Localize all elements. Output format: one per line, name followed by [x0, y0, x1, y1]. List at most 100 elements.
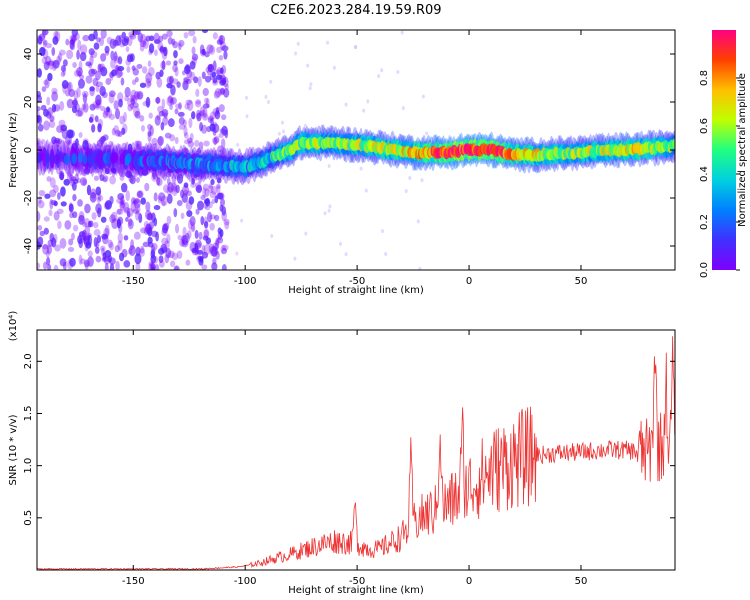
spectrogram-noise-blob	[175, 103, 182, 109]
spectrogram-noise-blob	[82, 93, 88, 104]
spectrogram-noise-blob	[108, 93, 115, 104]
spectrogram-noise-blob	[130, 201, 137, 213]
spectrogram-noise-blob	[139, 82, 147, 88]
spectrogram-noise-blob	[194, 229, 199, 239]
spectrogram-noise-blob	[209, 123, 216, 132]
spectrogram-noise-blob	[38, 189, 46, 197]
x-tick-label: 50	[575, 576, 588, 587]
spectrogram-noise-blob	[161, 237, 169, 246]
spectrogram-noise-blob	[93, 221, 99, 229]
spectrogram-noise-blob	[119, 42, 126, 48]
spectrogram-noise-blob	[136, 90, 144, 100]
spectrogram-ridge	[37, 124, 675, 186]
spectrogram-noise-blob	[93, 175, 100, 181]
spectrogram-noise-blob	[212, 136, 220, 145]
spectrogram-noise-blob	[113, 100, 119, 110]
spectrogram-noise-blob	[183, 125, 188, 137]
spectrogram-noise-blob	[171, 252, 179, 261]
spectrogram-noise-blob	[207, 69, 212, 76]
spectrogram-noise-blob	[210, 185, 218, 195]
spectrogram-noise-blob	[71, 232, 75, 241]
spectrogram-noise-blob	[196, 254, 202, 263]
spectrogram-noise-blob	[223, 218, 230, 226]
spectrogram-noise-blob	[165, 60, 172, 66]
spectrogram-noise-blob	[39, 230, 45, 237]
spectrogram-noise-blob	[46, 96, 51, 106]
spectrogram-noise-blob	[43, 61, 50, 71]
spectrogram-noise-blob	[84, 203, 91, 214]
spectrogram-noise-blob	[99, 105, 106, 112]
spectrogram-noise-blob	[207, 64, 213, 70]
spectrogram-noise-blob	[51, 47, 56, 56]
spectrogram-ridge-cell	[87, 154, 95, 165]
spectrogram-noise-blob	[264, 94, 268, 99]
spectrogram-noise-blob	[60, 201, 67, 207]
spectrogram-noise-blob	[135, 177, 140, 183]
spectrogram-noise-blob	[161, 200, 166, 207]
spectrogram-noise-blob	[201, 113, 209, 121]
spectrogram-noise-blob	[188, 117, 193, 129]
spectrogram-noise-blob	[66, 82, 72, 91]
spectrogram-noise-blob	[148, 112, 153, 119]
spectrogram-noise-blob	[89, 220, 94, 228]
spectrogram-noise-blob	[132, 68, 139, 76]
spectrogram-noise-blob	[218, 55, 224, 61]
spectrogram-ridge-cell	[125, 153, 132, 164]
spectrogram-noise-blob	[109, 71, 114, 78]
spectrogram-noise-blob	[51, 237, 57, 248]
spectrogram-noise-blob	[151, 242, 158, 251]
spectrogram-noise-blob	[380, 130, 384, 135]
spectrogram-noise-blob	[111, 69, 117, 77]
spectrogram-noise-blob	[182, 147, 189, 154]
spectrogram-noise-blob	[100, 216, 107, 223]
spectrogram-noise-blob	[95, 94, 102, 106]
spectrogram-noise-blob	[53, 211, 60, 221]
spectrogram-noise-blob	[145, 72, 153, 84]
spectrogram-noise-blob	[52, 59, 60, 69]
spectrogram-noise-blob	[164, 253, 170, 264]
spectrogram-noise-blob	[124, 95, 129, 102]
spectrogram-ridge-cell	[78, 152, 83, 163]
spectrogram-noise-blob	[136, 140, 143, 149]
spectrogram-noise-blob	[209, 191, 217, 199]
spectrogram-noise-blob	[282, 129, 286, 134]
spectrogram-noise-blob	[66, 49, 74, 60]
spectrogram-noise-blob	[304, 231, 308, 236]
spectrogram-noise-blob	[166, 76, 173, 85]
spectrogram-noise-blob	[104, 200, 112, 210]
spectrogram-noise-blob	[236, 142, 240, 147]
spectrogram-noise-blob	[366, 99, 370, 104]
spectrogram-noise-blob	[94, 115, 99, 123]
spectrogram-ridge-cell	[82, 153, 88, 165]
spectrogram-noise-blob	[209, 214, 216, 220]
spectrogram-noise-blob	[128, 217, 133, 227]
spectrogram-noise-blob	[143, 220, 149, 229]
spectrogram-noise-blob	[344, 102, 348, 107]
spectrogram-noise-blob	[66, 139, 71, 146]
spectrogram-noise-blob	[175, 184, 180, 194]
spectrogram-noise-blob	[202, 107, 208, 119]
spectrogram-noise-blob	[114, 129, 121, 137]
spectrogram-noise-blob	[43, 227, 49, 235]
spectrogram-noise-blob	[218, 192, 225, 200]
spectrogram-noise-blob	[96, 196, 101, 203]
spectrogram-noise-blob	[216, 39, 223, 45]
spectrogram-noise-blob	[212, 32, 218, 40]
spectrogram-noise-blob	[145, 223, 152, 235]
spectrogram-noise-blob	[215, 69, 221, 75]
spectrogram-noise-blob	[53, 264, 59, 270]
spectrogram-noise-blob	[111, 167, 117, 174]
spectrogram-noise-blob	[401, 106, 405, 111]
spectrogram-noise-blob	[95, 203, 102, 214]
spectrogram-noise-blob	[163, 222, 170, 231]
spectrogram-noise-blob	[162, 171, 168, 181]
spectrogram-noise-blob	[104, 167, 110, 175]
spectrogram-noise-blob	[326, 40, 330, 45]
spectrogram-noise-blob	[175, 223, 180, 234]
spectrogram-noise-blob	[125, 46, 130, 53]
spectrogram-noise-blob	[129, 175, 136, 185]
spectrogram-noise-blob	[140, 197, 147, 205]
spectrogram-noise-blob	[59, 124, 64, 134]
spectrogram-noise-blob	[83, 217, 90, 228]
spectrogram-noise-blob	[109, 71, 114, 82]
